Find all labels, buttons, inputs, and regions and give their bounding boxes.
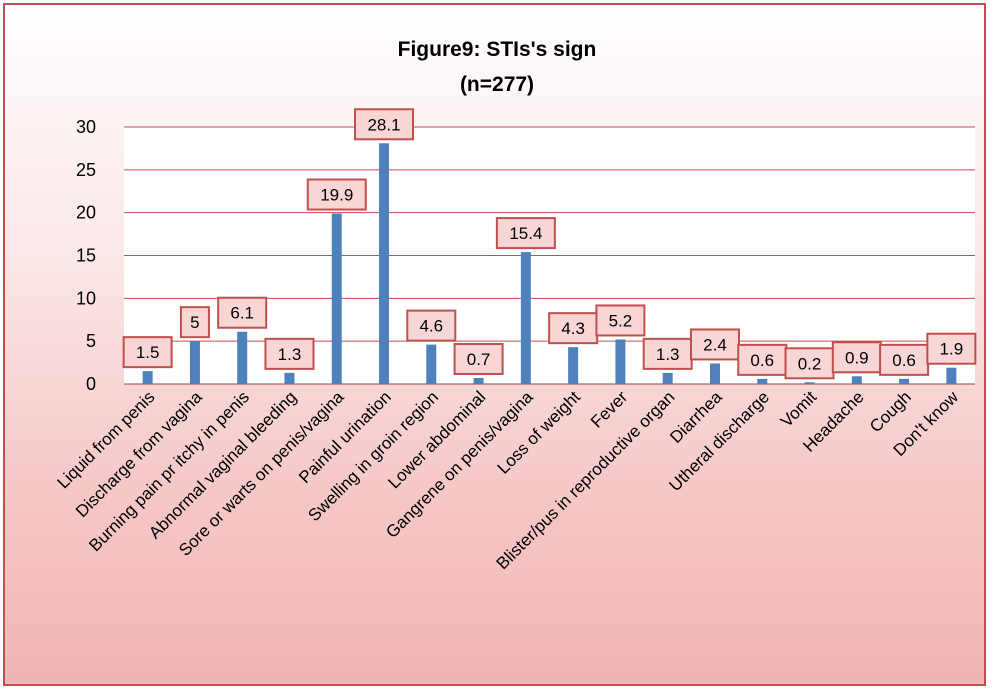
y-tick-label: 0 xyxy=(86,374,96,394)
data-labels: 1.5 5 6.1 1.3 19.9 28.1 4.6 0.7 15.4 4.3 5.2 1.3 2.4… xyxy=(122,108,977,380)
y-tick-label: 10 xyxy=(76,288,96,308)
data-label-box xyxy=(453,343,504,376)
bars xyxy=(142,143,957,384)
data-label-text: 2.4 xyxy=(703,335,727,354)
data-label-box xyxy=(354,108,415,141)
data-label-box xyxy=(926,332,977,365)
data-label-text: 1.3 xyxy=(656,345,680,364)
bar xyxy=(189,341,200,384)
data-label-text: 0.7 xyxy=(467,350,491,369)
data-label-text: 0.6 xyxy=(892,351,916,370)
x-category-label: Vomit xyxy=(777,387,821,431)
data-label: 19.9 xyxy=(306,178,367,211)
data-label: 5 xyxy=(179,306,210,339)
data-label: 28.1 xyxy=(354,108,415,141)
data-label: 0.9 xyxy=(831,341,882,374)
data-label-box xyxy=(217,296,268,329)
bar xyxy=(520,252,531,384)
data-label-box xyxy=(406,309,457,342)
data-label-text: 4.6 xyxy=(419,317,443,336)
data-label: 4.6 xyxy=(406,309,457,342)
data-label-text: 4.3 xyxy=(561,319,585,338)
bar xyxy=(426,344,437,384)
bar xyxy=(237,331,248,384)
data-label-text: 15.4 xyxy=(509,224,542,243)
data-label: 1.5 xyxy=(122,336,173,369)
bar xyxy=(568,347,579,384)
data-label-box xyxy=(495,217,556,250)
data-label-text: 1.5 xyxy=(136,343,160,362)
bar xyxy=(851,376,862,384)
data-label-box xyxy=(264,337,315,370)
data-label: 0.7 xyxy=(453,343,504,376)
data-label-box xyxy=(548,312,599,345)
data-label-box xyxy=(122,336,173,369)
chart-subtitle: (n=277) xyxy=(460,73,534,96)
bar xyxy=(946,367,957,384)
bar xyxy=(379,143,390,384)
y-tick-label: 20 xyxy=(76,203,96,223)
data-label-text: 6.1 xyxy=(230,304,254,323)
data-label-text: 5 xyxy=(190,313,199,332)
data-label: 2.4 xyxy=(689,328,740,361)
data-label: 5.2 xyxy=(595,304,646,337)
data-label-box xyxy=(879,343,930,376)
data-label-box xyxy=(179,306,210,339)
bar xyxy=(662,372,673,384)
y-tick-label: 25 xyxy=(76,160,96,180)
bar xyxy=(284,372,295,384)
data-label-box xyxy=(737,343,788,376)
data-label-text: 19.9 xyxy=(320,186,353,205)
bar xyxy=(331,213,342,384)
bar xyxy=(757,378,768,384)
bar xyxy=(473,378,484,384)
data-label-text: 0.9 xyxy=(845,348,869,367)
data-label: 0.2 xyxy=(784,347,835,380)
data-label-text: 28.1 xyxy=(367,115,400,134)
y-tick-label: 5 xyxy=(86,331,96,351)
y-axis-ticks: 0 5 10 15 20 25 30 xyxy=(76,117,96,394)
data-label: 1.3 xyxy=(642,337,693,370)
data-label-box xyxy=(306,178,367,211)
y-tick-label: 30 xyxy=(76,117,96,137)
chart-title: Figure9: STIs's sign xyxy=(398,38,597,61)
data-label: 1.9 xyxy=(926,332,977,365)
data-label-box xyxy=(689,328,740,361)
x-category-label: Fever xyxy=(587,387,631,431)
bar xyxy=(142,371,153,384)
data-label-text: 0.2 xyxy=(798,354,822,373)
data-label: 0.6 xyxy=(737,343,788,376)
bar xyxy=(899,378,910,384)
data-label: 1.3 xyxy=(264,337,315,370)
y-tick-label: 15 xyxy=(76,246,96,266)
data-label-box xyxy=(642,337,693,370)
data-label-box xyxy=(595,304,646,337)
data-label: 15.4 xyxy=(495,217,556,250)
data-label: 0.6 xyxy=(879,343,930,376)
data-label-text: 5.2 xyxy=(609,311,633,330)
bar xyxy=(709,363,720,384)
data-label-text: 1.9 xyxy=(940,340,964,359)
data-label: 6.1 xyxy=(217,296,268,329)
x-category-label: Loss of weight xyxy=(494,387,584,477)
data-label-text: 0.6 xyxy=(750,351,774,370)
data-label-text: 1.3 xyxy=(278,345,302,364)
bar xyxy=(615,339,626,384)
bar xyxy=(804,382,815,384)
data-label: 4.3 xyxy=(548,312,599,345)
